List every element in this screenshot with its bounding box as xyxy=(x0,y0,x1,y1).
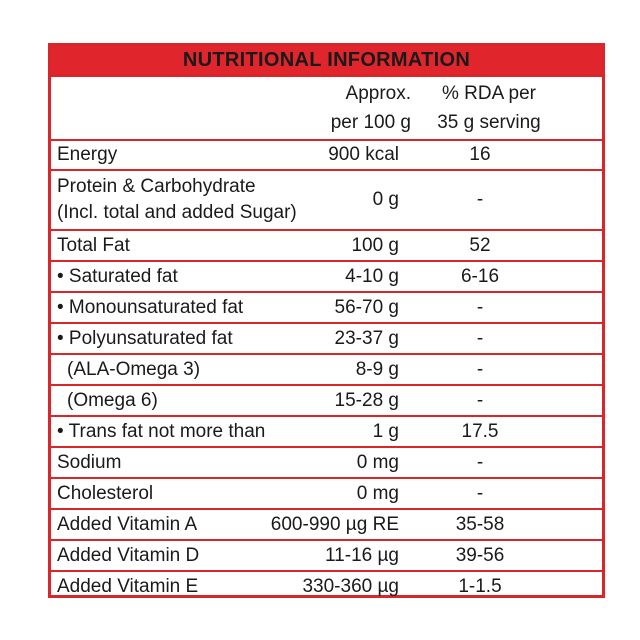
nutrition-table: NUTRITIONAL INFORMATION Approx. per 100 … xyxy=(48,43,605,598)
nutrient-name: (Omega 6) xyxy=(67,389,158,411)
nutrient-amount: 11-16 µg xyxy=(325,544,399,566)
table-row: Added Vitamin E 330-360 µg 1-1.5 xyxy=(51,572,602,601)
nutrient-amount: 8-9 g xyxy=(355,358,399,380)
nutrient-name: Sodium xyxy=(57,451,122,473)
nutrient-rda: 6-16 xyxy=(460,265,500,287)
table-row: • Trans fat not more than 1 g 17.5 xyxy=(51,417,602,448)
table-row: Cholesterol 0 mg - xyxy=(51,479,602,510)
nutrient-rda: - xyxy=(476,389,484,411)
table-title: NUTRITIONAL INFORMATION xyxy=(51,46,602,77)
nutrient-name: • Trans fat not more than xyxy=(57,420,266,442)
nutrient-name: Added Vitamin A xyxy=(57,513,198,535)
nutrient-rda: 35-58 xyxy=(455,513,505,535)
nutrient-name: Cholesterol xyxy=(57,482,154,504)
nutrient-rda: 16 xyxy=(469,144,491,165)
nutrient-amount: 330-360 µg xyxy=(302,575,399,597)
table-row: Added Vitamin A 600-990 µg RE 35-58 xyxy=(51,510,602,541)
table-row: • Polyunsaturated fat 23-37 g - xyxy=(51,324,602,355)
nutrient-amount: 100 g xyxy=(351,234,399,256)
nutrient-rda: 17.5 xyxy=(461,420,499,442)
column-header-row: Approx. per 100 g % RDA per 35 g serving xyxy=(51,77,602,141)
nutrient-amount: 56-70 g xyxy=(334,296,399,318)
nutrient-rda: - xyxy=(476,358,484,380)
nutrient-name: Protein & Carbohydrate (Incl. total and … xyxy=(57,176,297,223)
table-row: (ALA-Omega 3) 8-9 g - xyxy=(51,355,602,386)
nutrient-name: Added Vitamin E xyxy=(57,575,199,597)
nutrient-rda: - xyxy=(476,189,484,210)
table-row: (Omega 6) 15-28 g - xyxy=(51,386,602,417)
nutrient-name: • Saturated fat xyxy=(57,265,178,287)
nutrient-name: • Polyunsaturated fat xyxy=(57,327,233,349)
nutrient-name: Energy xyxy=(57,144,118,165)
table-row: • Saturated fat 4-10 g 6-16 xyxy=(51,262,602,293)
nutrient-name: Added Vitamin D xyxy=(57,544,200,566)
table-row: Sodium 0 mg - xyxy=(51,448,602,479)
amount-column-header: Approx. per 100 g xyxy=(330,83,411,133)
nutrient-amount: 23-37 g xyxy=(334,327,399,349)
nutrient-rda: 39-56 xyxy=(455,544,505,566)
nutrient-amount: 900 kcal xyxy=(328,144,399,165)
table-row: Total Fat 100 g 52 xyxy=(51,231,602,262)
nutrient-rda: - xyxy=(476,296,484,318)
nutrient-name: Total Fat xyxy=(57,234,130,256)
table-row: Energy 900 kcal 16 xyxy=(51,141,602,171)
table-row: Protein & Carbohydrate (Incl. total and … xyxy=(51,171,602,231)
rda-column-header: % RDA per 35 g serving xyxy=(437,83,541,133)
nutrient-rda: - xyxy=(476,327,484,349)
nutrient-amount: 1 g xyxy=(372,420,399,442)
nutrient-amount: 600-990 µg RE xyxy=(270,513,399,535)
nutrient-rda: 1-1.5 xyxy=(458,575,502,597)
nutrient-rda: - xyxy=(476,451,484,473)
table-row: • Monounsaturated fat 56-70 g - xyxy=(51,293,602,324)
nutrient-rda: - xyxy=(476,482,484,504)
nutrient-amount: 0 mg xyxy=(356,451,399,473)
nutrient-amount: 0 mg xyxy=(356,482,399,504)
nutrient-name: (ALA-Omega 3) xyxy=(67,358,201,380)
nutrient-amount: 15-28 g xyxy=(334,389,399,411)
nutrient-name: • Monounsaturated fat xyxy=(57,296,244,318)
nutrient-amount: 0 g xyxy=(372,189,399,210)
nutrient-amount: 4-10 g xyxy=(345,265,399,287)
nutrient-rda: 52 xyxy=(469,234,491,256)
table-row: Added Vitamin D 11-16 µg 39-56 xyxy=(51,541,602,572)
